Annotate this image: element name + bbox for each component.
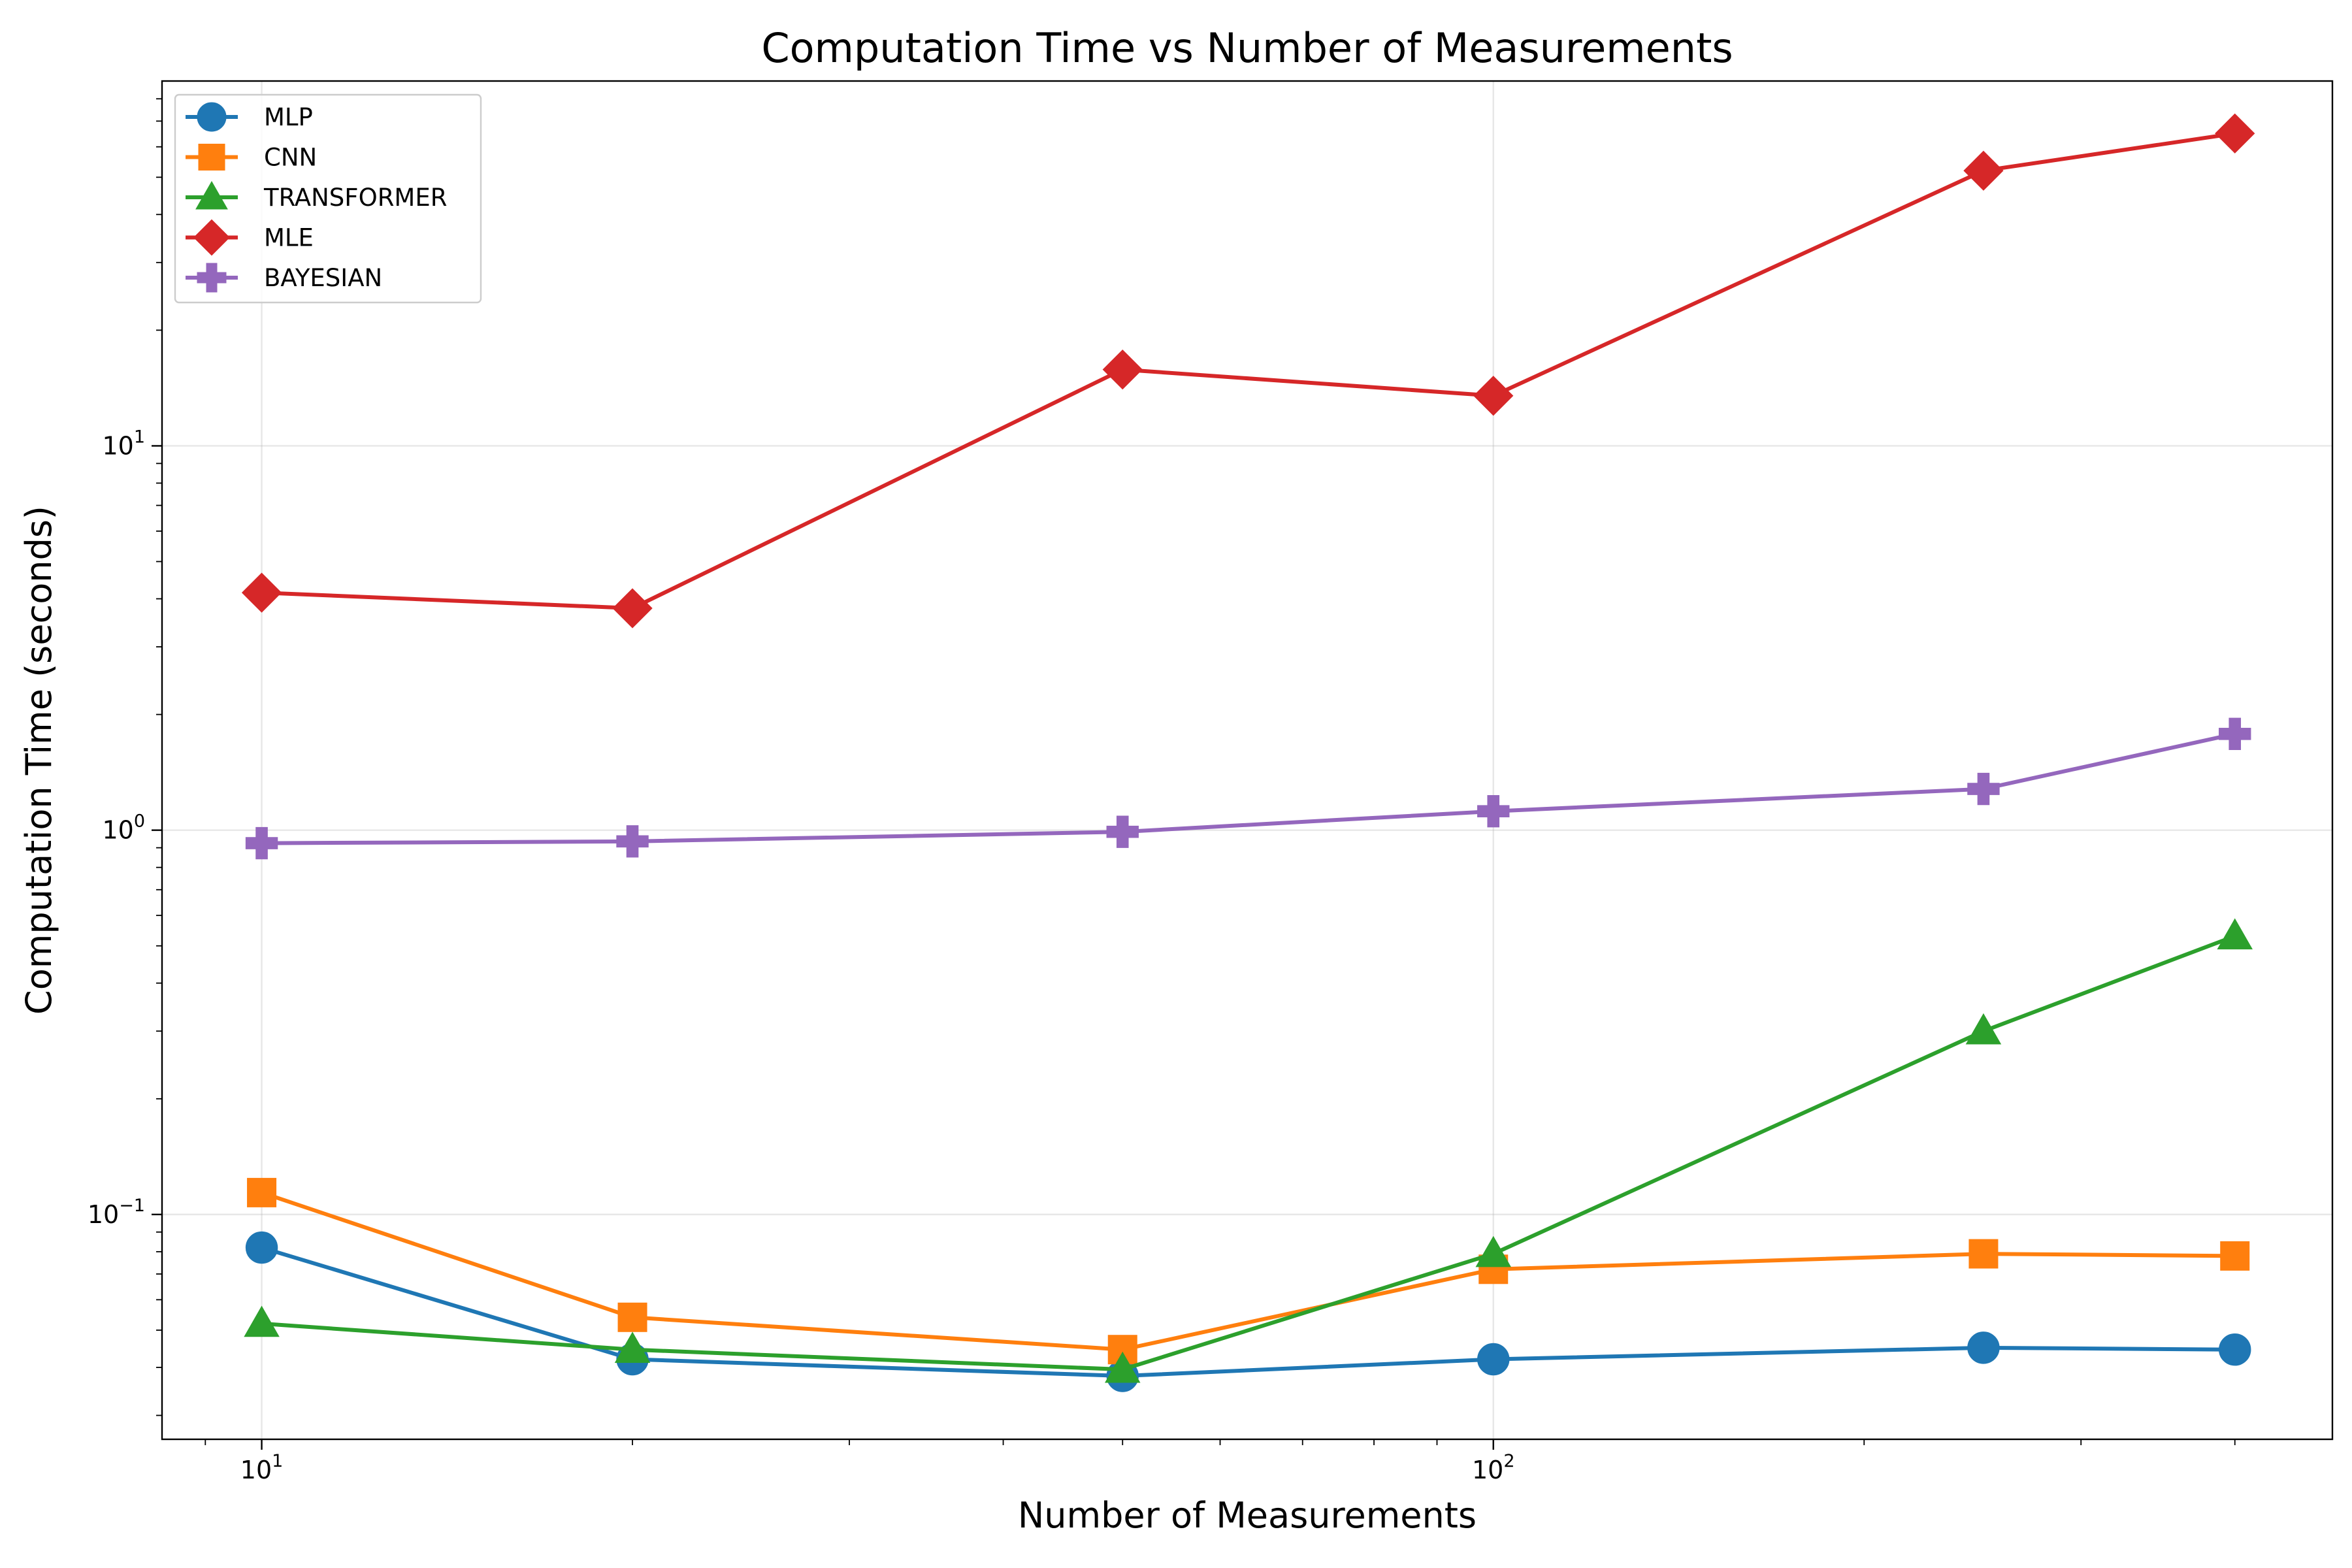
data-point-cnn [2220, 1241, 2250, 1271]
data-point-transformer [244, 1305, 280, 1337]
data-point-transformer [1475, 1235, 1511, 1267]
data-point-cnn [1968, 1239, 1999, 1269]
legend-label-mlp: MLP [264, 103, 313, 131]
axis-ticks: 101 102 10−1 100 101 [88, 427, 1515, 1484]
series-bayesian [245, 717, 2251, 860]
x-axis-label: Number of Measurements [1018, 1495, 1477, 1536]
data-point-transformer [1965, 1013, 2002, 1045]
legend-marker-transformer [195, 180, 228, 210]
data-point-mlp [1477, 1343, 1510, 1376]
data-point-bayesian [616, 825, 649, 858]
data-point-transformer [2217, 918, 2253, 950]
y-axis-label: Computation Time (seconds) [18, 506, 59, 1015]
series-line-cnn [261, 1190, 2235, 1352]
legend-marker-mle [193, 219, 230, 256]
series-line-transformer [261, 934, 2236, 1372]
legend-marker-cnn [198, 144, 225, 171]
x-tick-label: 102 [1472, 1451, 1515, 1484]
data-point-cnn [247, 1177, 277, 1207]
legend-box [174, 93, 482, 304]
legend-label-bayesian: BAYESIAN [264, 264, 382, 292]
data-point-bayesian [1477, 795, 1510, 828]
data-point-bayesian [245, 826, 278, 860]
series-line-bayesian [261, 732, 2236, 845]
legend-item-bayesian: BAYESIAN [186, 263, 382, 293]
legend-item-mle: MLE [186, 219, 314, 256]
data-point-mlp [245, 1231, 278, 1264]
legend: MLP CNN TRANSFORMER MLE BAYESIAN [174, 93, 482, 304]
data-point-mle [241, 572, 282, 613]
legend-item-mlp: MLP [186, 102, 313, 132]
legend-label-transformer: TRANSFORMER [263, 184, 447, 212]
data-point-transformer [1104, 1351, 1141, 1383]
legend-marker-bayesian [197, 263, 227, 293]
data-point-bayesian [1967, 772, 2000, 806]
y-tick-label: 101 [102, 427, 145, 460]
data-point-mle [1473, 376, 1514, 416]
data-point-transformer [614, 1331, 651, 1364]
y-tick-label: 100 [102, 811, 145, 845]
series-transformer [244, 918, 2253, 1383]
chart-title: Computation Time vs Number of Measuremen… [761, 24, 1733, 72]
data-point-mle [1963, 150, 2004, 191]
legend-item-cnn: CNN [186, 144, 317, 172]
x-tick-label: 101 [240, 1451, 284, 1484]
y-tick-label: 10−1 [88, 1196, 145, 1229]
data-point-mlp [2219, 1333, 2251, 1366]
data-point-cnn [617, 1302, 647, 1332]
series-mlp [245, 1231, 2251, 1392]
data-point-mle [2215, 113, 2255, 154]
series-line-mle [261, 131, 2236, 610]
data-point-mlp [1967, 1331, 2000, 1364]
legend-label-mle: MLE [264, 224, 314, 252]
data-series [241, 113, 2255, 1392]
plot-area-frame [161, 80, 2334, 1441]
data-point-mle [1102, 349, 1143, 390]
data-point-bayesian [1106, 815, 1139, 848]
legend-label-cnn: CNN [264, 144, 317, 172]
data-point-bayesian [2219, 717, 2251, 751]
series-line-mlp [261, 1245, 2235, 1379]
series-mle [241, 113, 2255, 629]
legend-item-transformer: TRANSFORMER [186, 180, 447, 212]
minor-ticks [156, 98, 2236, 1445]
legend-marker-mlp [197, 102, 227, 132]
data-point-mle [612, 588, 653, 629]
grid-lines [162, 81, 2332, 1439]
